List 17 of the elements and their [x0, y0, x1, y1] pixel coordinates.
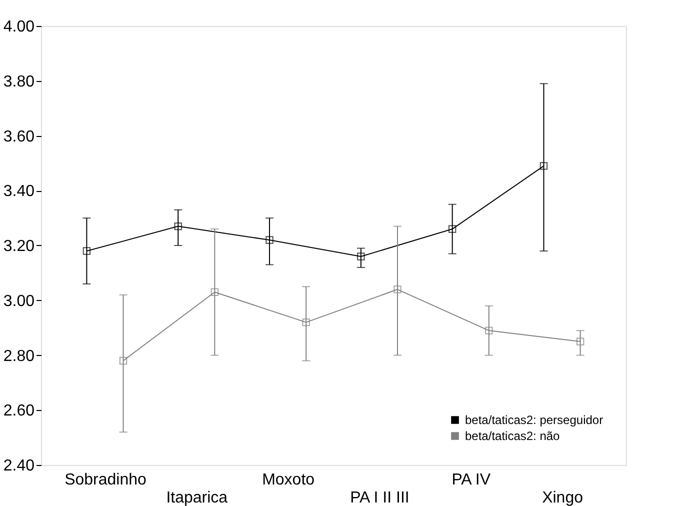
x-tick-label: Xingo: [542, 490, 584, 506]
y-tick-label: 3.00: [3, 292, 35, 310]
y-tick-label: 4.00: [3, 18, 35, 36]
x-tick-label: PA I II III: [350, 490, 410, 506]
y-tick-label: 2.60: [3, 402, 35, 420]
y-tick-label: 3.80: [3, 73, 35, 90]
y-tick-label: 3.60: [3, 128, 35, 146]
y-tick-label: 3.20: [3, 238, 35, 255]
y-tick-label: 3.40: [3, 183, 35, 200]
legend-label: beta/taticas2: perseguidor: [465, 413, 604, 427]
x-tick-label: Moxoto: [262, 472, 315, 488]
x-tick-label: PA IV: [452, 472, 491, 488]
x-tick-label: Itaparica: [166, 490, 228, 506]
x-tick-label: Sobradinho: [64, 472, 147, 488]
y-tick-label: 2.40: [3, 458, 35, 474]
y-tick-label: 2.80: [3, 348, 35, 365]
legend-label: beta/taticas2: não: [465, 429, 560, 443]
